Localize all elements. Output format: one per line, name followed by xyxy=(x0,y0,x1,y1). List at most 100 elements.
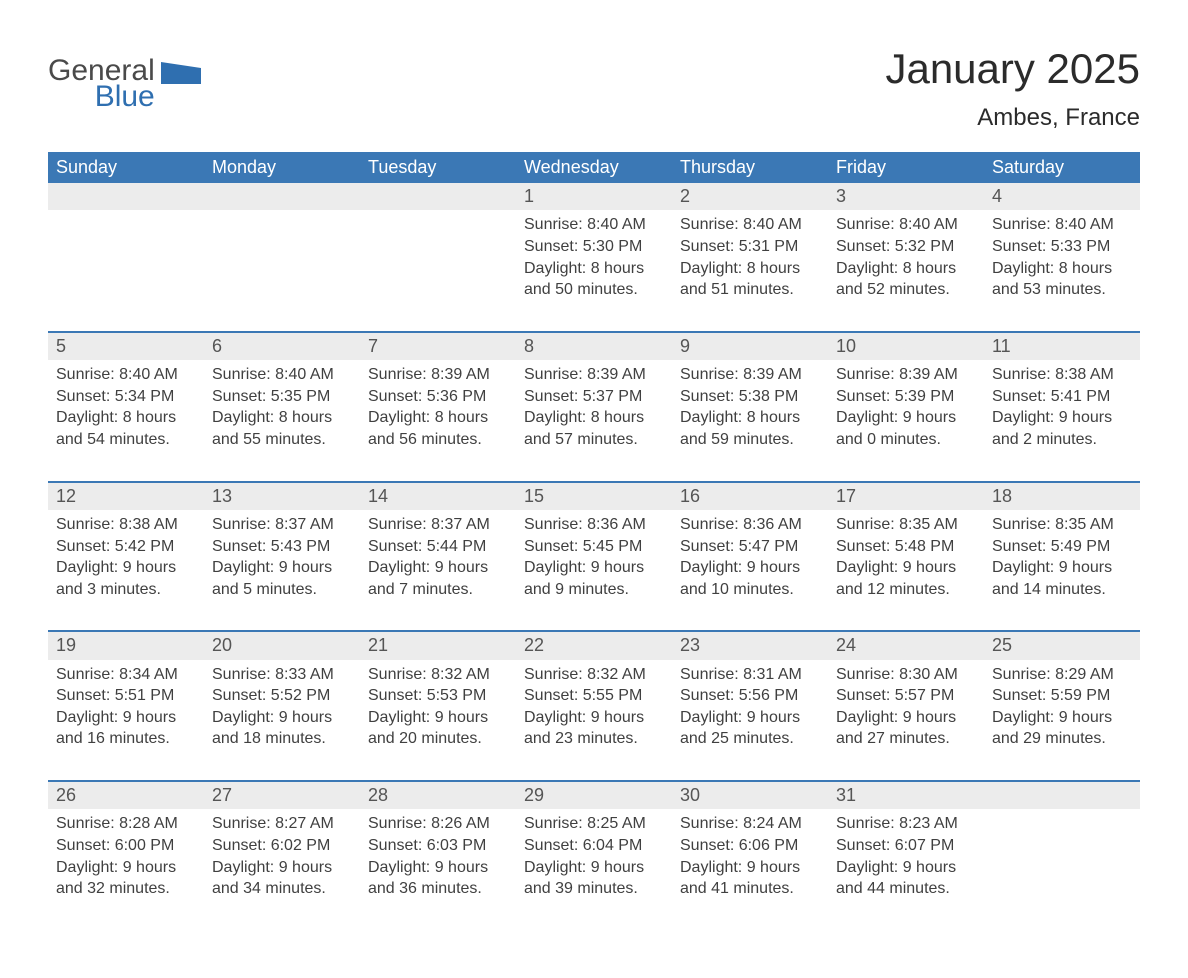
day-data xyxy=(984,809,1140,899)
sunset-text: Sunset: 5:31 PM xyxy=(680,236,820,258)
daylight-text-1: Daylight: 9 hours xyxy=(992,707,1132,729)
daylight-text-2: and 50 minutes. xyxy=(524,279,664,301)
day-number: 20 xyxy=(204,632,360,659)
daylight-text-2: and 55 minutes. xyxy=(212,429,352,451)
sunset-text: Sunset: 5:30 PM xyxy=(524,236,664,258)
daylight-text-2: and 41 minutes. xyxy=(680,878,820,900)
day-data: Sunrise: 8:29 AMSunset: 5:59 PMDaylight:… xyxy=(984,660,1140,780)
sunrise-text: Sunrise: 8:30 AM xyxy=(836,664,976,686)
day-number: 7 xyxy=(360,333,516,360)
day-number: 9 xyxy=(672,333,828,360)
sunrise-text: Sunrise: 8:33 AM xyxy=(212,664,352,686)
calendar-day-cell: 4Sunrise: 8:40 AMSunset: 5:33 PMDaylight… xyxy=(984,183,1140,332)
daylight-text-2: and 9 minutes. xyxy=(524,579,664,601)
calendar-day-cell: 22 Sunrise: 8:32 AMSunset: 5:55 PMDayligh… xyxy=(516,631,672,781)
sunrise-text: Sunrise: 8:38 AM xyxy=(56,514,196,536)
day-number: 22 xyxy=(516,632,672,659)
day-data: Sunrise: 8:35 AMSunset: 5:48 PMDaylight:… xyxy=(828,510,984,630)
day-data: Sunrise: 8:28 AMSunset: 6:00 PMDaylight:… xyxy=(48,809,204,929)
sunset-text: Sunset: 5:42 PM xyxy=(56,536,196,558)
sunset-text: Sunset: 5:43 PM xyxy=(212,536,352,558)
sunrise-text: Sunrise: 8:39 AM xyxy=(368,364,508,386)
day-data: Sunrise: 8:37 AMSunset: 5:43 PMDaylight:… xyxy=(204,510,360,630)
daylight-text-1: Daylight: 9 hours xyxy=(524,857,664,879)
title-block: January 2025 Ambes, France xyxy=(885,48,1140,132)
month-title: January 2025 xyxy=(885,48,1140,90)
sunset-text: Sunset: 5:55 PM xyxy=(524,685,664,707)
weekday-header: Thursday xyxy=(672,152,828,183)
daylight-text-2: and 25 minutes. xyxy=(680,728,820,750)
sunrise-text: Sunrise: 8:37 AM xyxy=(368,514,508,536)
daylight-text-2: and 0 minutes. xyxy=(836,429,976,451)
calendar-day-cell: 31Sunrise: 8:23 AMSunset: 6:07 PMDayligh… xyxy=(828,781,984,930)
sunset-text: Sunset: 5:56 PM xyxy=(680,685,820,707)
daylight-text-1: Daylight: 9 hours xyxy=(992,557,1132,579)
day-data: Sunrise: 8:27 AMSunset: 6:02 PMDaylight:… xyxy=(204,809,360,929)
sunrise-text: Sunrise: 8:32 AM xyxy=(524,664,664,686)
day-data: Sunrise: 8:39 AMSunset: 5:36 PMDaylight:… xyxy=(360,360,516,480)
sunrise-text: Sunrise: 8:35 AM xyxy=(992,514,1132,536)
daylight-text-2: and 36 minutes. xyxy=(368,878,508,900)
day-data: Sunrise: 8:32 AMSunset: 5:53 PMDaylight:… xyxy=(360,660,516,780)
day-data: Sunrise: 8:30 AMSunset: 5:57 PMDaylight:… xyxy=(828,660,984,780)
weekday-header: Sunday xyxy=(48,152,204,183)
day-data: Sunrise: 8:36 AMSunset: 5:47 PMDaylight:… xyxy=(672,510,828,630)
daylight-text-2: and 20 minutes. xyxy=(368,728,508,750)
day-number: 15 xyxy=(516,483,672,510)
daylight-text-1: Daylight: 8 hours xyxy=(680,407,820,429)
calendar-day-cell: 1Sunrise: 8:40 AMSunset: 5:30 PMDaylight… xyxy=(516,183,672,332)
day-number xyxy=(984,782,1140,809)
daylight-text-2: and 39 minutes. xyxy=(524,878,664,900)
weekday-header: Wednesday xyxy=(516,152,672,183)
sunset-text: Sunset: 5:48 PM xyxy=(836,536,976,558)
daylight-text-2: and 12 minutes. xyxy=(836,579,976,601)
sunset-text: Sunset: 5:39 PM xyxy=(836,386,976,408)
daylight-text-1: Daylight: 8 hours xyxy=(836,258,976,280)
sunrise-text: Sunrise: 8:40 AM xyxy=(212,364,352,386)
sunset-text: Sunset: 6:07 PM xyxy=(836,835,976,857)
day-number: 30 xyxy=(672,782,828,809)
day-number: 5 xyxy=(48,333,204,360)
calendar-day-cell: 8Sunrise: 8:39 AMSunset: 5:37 PMDaylight… xyxy=(516,332,672,482)
daylight-text-1: Daylight: 9 hours xyxy=(56,857,196,879)
sunrise-text: Sunrise: 8:37 AM xyxy=(212,514,352,536)
daylight-text-2: and 5 minutes. xyxy=(212,579,352,601)
sunrise-text: Sunrise: 8:25 AM xyxy=(524,813,664,835)
sunrise-text: Sunrise: 8:38 AM xyxy=(992,364,1132,386)
daylight-text-1: Daylight: 9 hours xyxy=(368,707,508,729)
daylight-text-1: Daylight: 9 hours xyxy=(836,407,976,429)
day-number: 21 xyxy=(360,632,516,659)
calendar-day-cell: 20Sunrise: 8:33 AMSunset: 5:52 PMDayligh… xyxy=(204,631,360,781)
sunset-text: Sunset: 6:02 PM xyxy=(212,835,352,857)
sunrise-text: Sunrise: 8:40 AM xyxy=(836,214,976,236)
daylight-text-1: Daylight: 9 hours xyxy=(368,857,508,879)
sunrise-text: Sunrise: 8:39 AM xyxy=(524,364,664,386)
sunset-text: Sunset: 6:03 PM xyxy=(368,835,508,857)
calendar-body: 1Sunrise: 8:40 AMSunset: 5:30 PMDaylight… xyxy=(48,183,1140,930)
daylight-text-2: and 53 minutes. xyxy=(992,279,1132,301)
daylight-text-1: Daylight: 8 hours xyxy=(56,407,196,429)
daylight-text-1: Daylight: 9 hours xyxy=(368,557,508,579)
daylight-text-1: Daylight: 9 hours xyxy=(524,707,664,729)
day-data: Sunrise: 8:33 AMSunset: 5:52 PMDaylight:… xyxy=(204,660,360,780)
daylight-text-1: Daylight: 9 hours xyxy=(212,857,352,879)
calendar-day-cell: 7Sunrise: 8:39 AMSunset: 5:36 PMDaylight… xyxy=(360,332,516,482)
sunset-text: Sunset: 5:41 PM xyxy=(992,386,1132,408)
sunrise-text: Sunrise: 8:40 AM xyxy=(524,214,664,236)
daylight-text-2: and 32 minutes. xyxy=(56,878,196,900)
calendar-day-cell: 25Sunrise: 8:29 AMSunset: 5:59 PMDayligh… xyxy=(984,631,1140,781)
daylight-text-2: and 27 minutes. xyxy=(836,728,976,750)
sunset-text: Sunset: 5:57 PM xyxy=(836,685,976,707)
sunset-text: Sunset: 5:51 PM xyxy=(56,685,196,707)
sunset-text: Sunset: 6:04 PM xyxy=(524,835,664,857)
calendar-day-cell: 14Sunrise: 8:37 AMSunset: 5:44 PMDayligh… xyxy=(360,482,516,632)
sunrise-text: Sunrise: 8:40 AM xyxy=(56,364,196,386)
daylight-text-2: and 29 minutes. xyxy=(992,728,1132,750)
daylight-text-1: Daylight: 9 hours xyxy=(680,557,820,579)
daylight-text-1: Daylight: 9 hours xyxy=(680,707,820,729)
daylight-text-1: Daylight: 9 hours xyxy=(56,707,196,729)
daylight-text-1: Daylight: 8 hours xyxy=(524,407,664,429)
sunrise-text: Sunrise: 8:39 AM xyxy=(680,364,820,386)
sunset-text: Sunset: 5:34 PM xyxy=(56,386,196,408)
daylight-text-2: and 54 minutes. xyxy=(56,429,196,451)
